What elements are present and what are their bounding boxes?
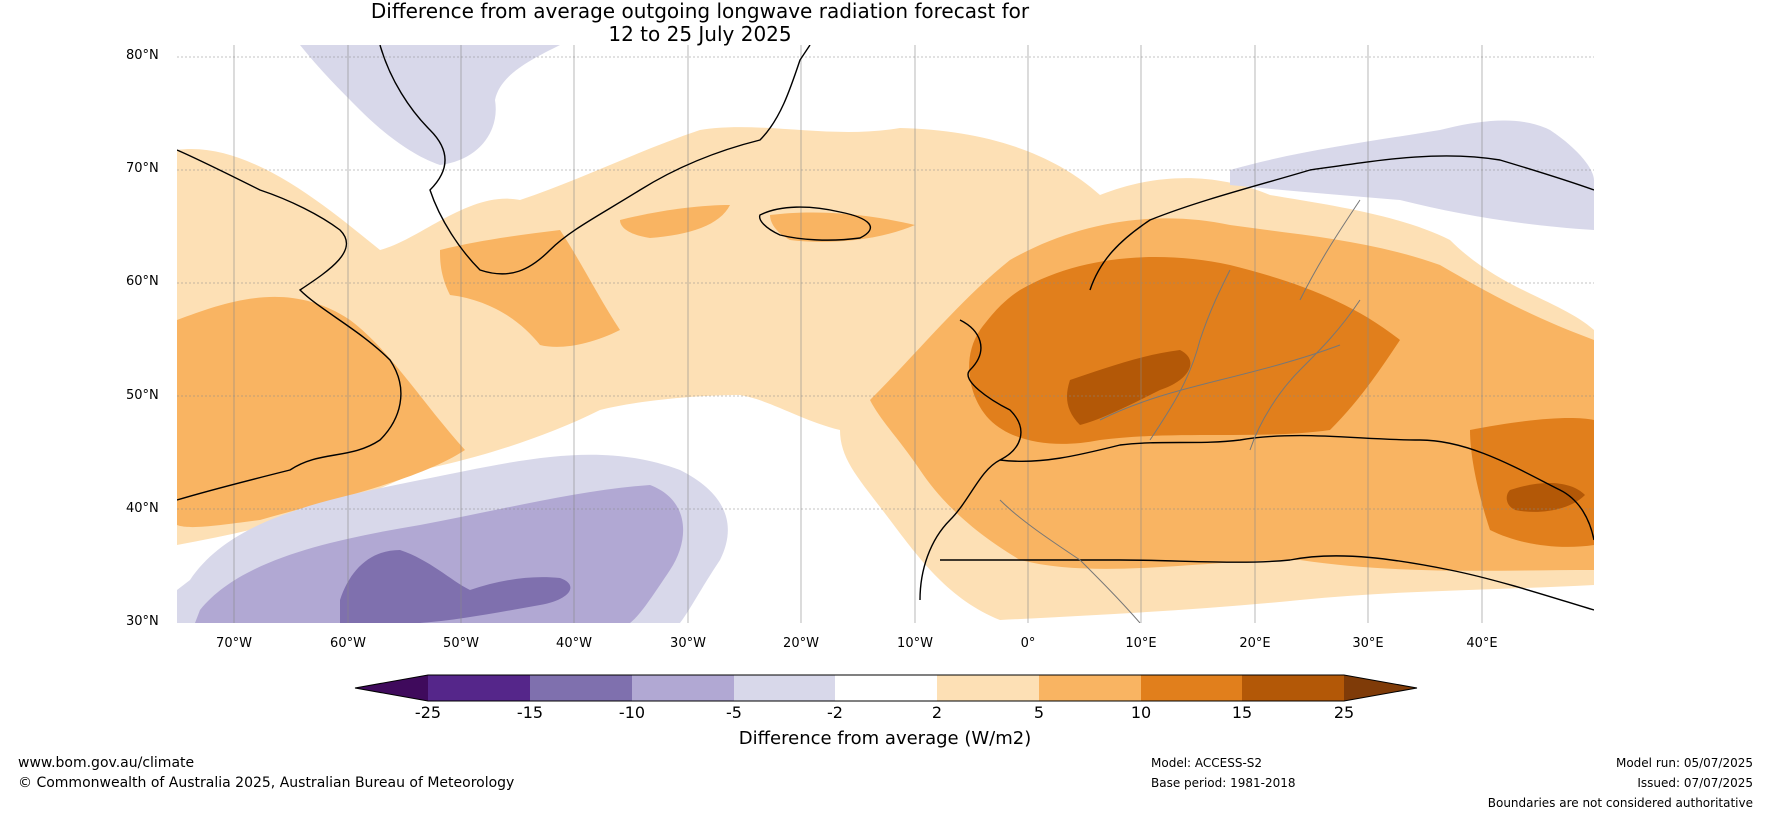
- anomaly-region-neg-10-15: [340, 550, 571, 623]
- lon-label-20w: 20°W: [783, 636, 819, 651]
- map-gridlines: [177, 45, 1594, 623]
- lon-label-40e: 40°E: [1466, 636, 1498, 651]
- colorbar-bin-2-5: [937, 675, 1039, 701]
- anomaly-region-5-10-north: [440, 230, 620, 347]
- colorbar-tick-neg5: -5: [726, 703, 742, 722]
- lon-label-40w: 40°W: [556, 636, 592, 651]
- footer-base-period: Base period: 1981-2018: [1151, 776, 1296, 790]
- colorbar-tick-neg25: -25: [414, 703, 442, 722]
- colorbar-title: Difference from average (W/m2): [738, 728, 1032, 749]
- colorbar-tick-neg2: -2: [827, 703, 843, 722]
- coastlines: [177, 45, 1594, 611]
- footer-url[interactable]: www.bom.gov.au/climate: [18, 755, 195, 771]
- title-line-2: 12 to 25 July 2025: [608, 22, 792, 46]
- footer-model-run: Model run: 05/07/2025: [1615, 756, 1753, 770]
- lon-label-70w: 70°W: [216, 636, 252, 651]
- lat-label-70n: 70°N: [126, 161, 159, 176]
- colorbar-tick-25: 25: [1333, 703, 1355, 722]
- lon-label-30e: 30°E: [1352, 636, 1384, 651]
- colorbar-bin-neg5-neg2: [734, 675, 835, 701]
- map-area: [177, 45, 1594, 623]
- lon-label-10w: 10°W: [897, 636, 933, 651]
- anomaly-region-neg-2-5-ne: [1230, 120, 1594, 230]
- lat-label-40n: 40°N: [126, 501, 159, 516]
- colorbar-tick-10: 10: [1130, 703, 1152, 722]
- lon-label-60w: 60°W: [330, 636, 366, 651]
- footer-model: Model: ACCESS-S2: [1151, 756, 1263, 770]
- colorbar-tick-2: 2: [931, 703, 943, 722]
- title-line-1: Difference from average outgoing longwav…: [370, 0, 1030, 23]
- colorbar-bin-neg10-neg5: [632, 675, 734, 701]
- colorbar-bin-15-25: [1242, 675, 1344, 701]
- anomaly-region-neg-2-5-north: [300, 45, 560, 165]
- colorbar-bin-10-15: [1141, 675, 1242, 701]
- lat-label-60n: 60°N: [126, 274, 159, 289]
- colorbar: [354, 674, 1418, 702]
- colorbar-outline: [354, 674, 1418, 702]
- footer-copyright: © Commonwealth of Australia 2025, Austra…: [18, 775, 515, 791]
- lon-label-30w: 30°W: [670, 636, 706, 651]
- colorbar-bin-neg25-neg15: [428, 675, 530, 701]
- anomaly-region-15-25-east: [1506, 483, 1585, 512]
- anomaly-region-10-15-east: [1470, 418, 1594, 547]
- colorbar-bin-neg2-2: [835, 675, 937, 701]
- chart-title: Difference from average outgoing longwav…: [0, 0, 1400, 46]
- country-borders: [999, 199, 1361, 623]
- anomaly-region-5-10-iceland-east: [770, 212, 915, 242]
- colorbar-tick-5: 5: [1033, 703, 1045, 722]
- colorbar-tick-neg10: -10: [618, 703, 646, 722]
- colorbar-tick-neg15: -15: [516, 703, 544, 722]
- footer-issued: Issued: 07/07/2025: [1637, 776, 1753, 790]
- lon-label-20e: 20°E: [1239, 636, 1271, 651]
- lon-label-0: 0°: [1020, 636, 1036, 651]
- colorbar-extend-high: [1344, 675, 1417, 701]
- footer-disclaimer: Boundaries are not considered authoritat…: [1487, 796, 1753, 810]
- anomaly-region-15-25: [1067, 350, 1191, 425]
- lon-label-50w: 50°W: [443, 636, 479, 651]
- anomaly-region-5-10-west: [177, 296, 465, 528]
- lon-label-10e: 10°E: [1125, 636, 1157, 651]
- colorbar-extend-low: [355, 675, 428, 701]
- lat-label-50n: 50°N: [126, 388, 159, 403]
- colorbar-bin-5-10: [1039, 675, 1141, 701]
- colorbar-tick-15: 15: [1231, 703, 1253, 722]
- anomaly-region-5-10-iceland: [620, 205, 730, 238]
- colorbar-bin-neg15-neg10: [530, 675, 632, 701]
- lat-label-30n: 30°N: [126, 614, 159, 629]
- lat-label-80n: 80°N: [126, 48, 159, 63]
